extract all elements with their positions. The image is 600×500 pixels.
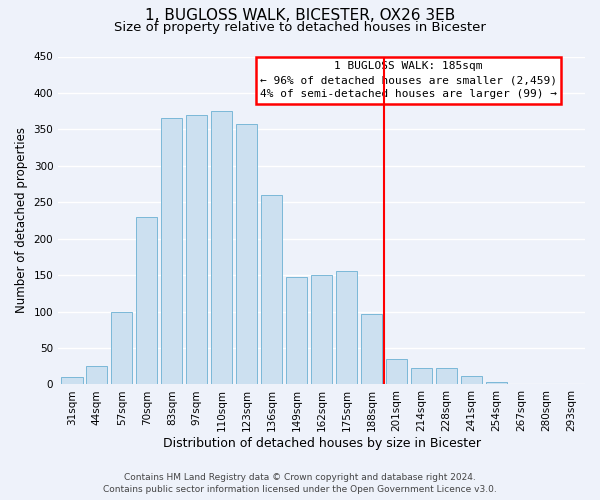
Bar [436,368,457,384]
Text: Size of property relative to detached houses in Bicester: Size of property relative to detached ho… [114,21,486,34]
Bar [186,115,208,384]
Y-axis label: Number of detached properties: Number of detached properties [15,128,28,314]
Bar [386,359,407,384]
Bar [261,195,282,384]
Bar [111,312,133,384]
Bar [86,366,107,384]
Text: Contains HM Land Registry data © Crown copyright and database right 2024.
Contai: Contains HM Land Registry data © Crown c… [103,472,497,494]
Bar [361,314,382,384]
Bar [286,276,307,384]
Bar [161,118,182,384]
Bar [486,382,507,384]
Text: 1 BUGLOSS WALK: 185sqm
← 96% of detached houses are smaller (2,459)
4% of semi-d: 1 BUGLOSS WALK: 185sqm ← 96% of detached… [260,62,557,100]
X-axis label: Distribution of detached houses by size in Bicester: Distribution of detached houses by size … [163,437,481,450]
Bar [61,377,83,384]
Bar [136,217,157,384]
Bar [336,272,357,384]
Bar [461,376,482,384]
Text: 1, BUGLOSS WALK, BICESTER, OX26 3EB: 1, BUGLOSS WALK, BICESTER, OX26 3EB [145,8,455,22]
Bar [236,124,257,384]
Bar [311,275,332,384]
Bar [411,368,432,384]
Bar [211,111,232,384]
